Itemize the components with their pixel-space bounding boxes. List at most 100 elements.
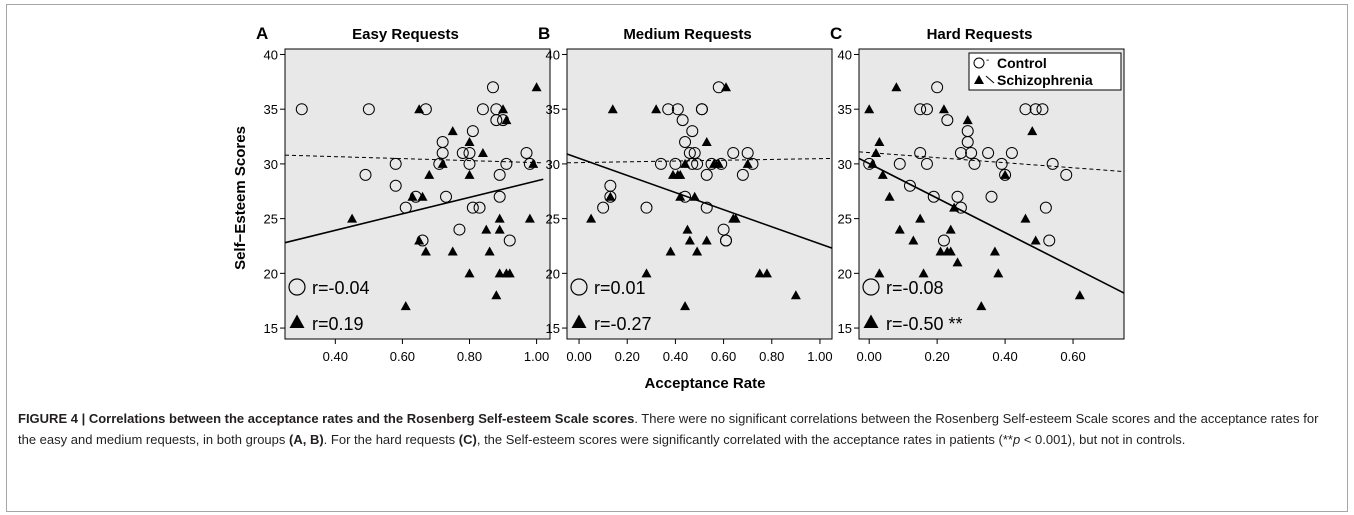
schizophrenia-point [464, 137, 475, 147]
x-tick-label: 0.80 [457, 349, 482, 364]
schizophrenia-point [742, 158, 753, 168]
control-point [466, 125, 479, 138]
schizophrenia-point [864, 104, 875, 114]
y-tick-label: 30 [838, 157, 852, 172]
control-point [985, 190, 998, 203]
control-point [1029, 103, 1042, 116]
control-point [700, 168, 713, 181]
schizophrenia-point [665, 246, 676, 256]
r-legend-triangle-icon [571, 314, 587, 328]
schizophrenia-point [915, 213, 926, 223]
control-point [476, 103, 489, 116]
control-point [486, 81, 499, 94]
r-value-control: r=-0.04 [312, 278, 370, 298]
x-axis-label: Acceptance Rate [645, 375, 766, 392]
schizophrenia-point [884, 191, 895, 201]
schizophrenia-point [790, 290, 801, 300]
schizophrenia-point [935, 246, 946, 256]
y-tick-label: 40 [264, 47, 278, 62]
schizophrenia-point [447, 246, 458, 256]
control-point [1019, 103, 1032, 116]
schizophrenia-point [989, 246, 1000, 256]
x-tick-label: 0.00 [857, 349, 882, 364]
legend-schizophrenia-icon [974, 75, 984, 84]
control-point [640, 201, 653, 214]
control-point [503, 234, 516, 247]
regression-line-control-dashed [566, 157, 833, 164]
panel-letter: A [256, 24, 268, 43]
schizophrenia-point [761, 268, 772, 278]
control-point [1005, 146, 1018, 159]
control-point [399, 201, 412, 214]
control-point [903, 179, 916, 192]
caption-text-1: . There were no significant correlations… [18, 411, 1319, 447]
y-tick-label: 25 [838, 212, 852, 227]
panel-letter: B [538, 24, 550, 43]
regression-line-triangle [566, 153, 833, 249]
control-point [1039, 201, 1052, 214]
figure-caption: FIGURE 4 | Correlations between the acce… [18, 408, 1338, 450]
schizophrenia-point [877, 169, 888, 179]
panel-title: Easy Requests [352, 26, 459, 43]
x-tick-label: 0.20 [924, 349, 949, 364]
y-tick-label: 25 [264, 212, 278, 227]
schizophrenia-point [874, 268, 885, 278]
control-point [914, 103, 927, 116]
panel-title: Medium Requests [623, 26, 751, 43]
regression-line-triangle [858, 157, 1125, 294]
y-axis-label: Self−Esteem Scores [232, 126, 249, 270]
r-legend-triangle-icon [289, 314, 305, 328]
caption-p-symbol: p [1013, 432, 1021, 447]
figure-4-chart: Self−Esteem Scores Acceptance Rate A Easy… [232, 24, 1125, 392]
control-point [999, 168, 1012, 181]
schizophrenia-point [993, 268, 1004, 278]
caption-text-3: , the Self-esteem scores were significan… [476, 432, 1013, 447]
schizophrenia-point [949, 202, 960, 212]
control-point [389, 179, 402, 192]
control-point [954, 146, 967, 159]
control-point [968, 157, 981, 170]
control-point [493, 190, 506, 203]
schizophrenia-point [400, 301, 411, 311]
schizophrenia-point [464, 169, 475, 179]
schizophrenia-point [721, 82, 731, 92]
schizophrenia-point [754, 268, 765, 278]
schizophrenia-point [891, 82, 902, 92]
schizophrenia-point [675, 169, 686, 179]
legend-schizophrenia-label: Schizophrenia [997, 72, 1093, 88]
x-tick-label: 0.60 [390, 349, 415, 364]
control-point [604, 190, 617, 203]
y-tick-label: 15 [546, 321, 560, 336]
caption-title: FIGURE 4 | Correlations between the acce… [18, 411, 635, 426]
y-tick-label: 20 [838, 266, 852, 281]
legend-control-icon [973, 57, 985, 69]
control-point [937, 234, 950, 247]
schizophrenia-point [918, 268, 929, 278]
y-tick-label: 25 [546, 212, 560, 227]
caption-ref-c: (C) [458, 432, 477, 447]
r-legend-circle-icon [288, 278, 306, 296]
plot-area [284, 48, 551, 340]
schizophrenia-point [730, 213, 741, 223]
y-tick-label: 30 [546, 157, 560, 172]
schizophrenia-point [420, 246, 431, 256]
y-tick-label: 40 [546, 47, 560, 62]
control-point [951, 190, 964, 203]
x-tick-label: 0.80 [759, 349, 784, 364]
schizophrenia-point [680, 158, 691, 168]
schizophrenia-point [976, 301, 987, 311]
x-tick-label: 0.40 [663, 349, 688, 364]
schizophrenia-point [407, 191, 418, 201]
control-point [941, 114, 954, 127]
control-point [362, 103, 375, 116]
control-point [727, 146, 740, 159]
schizophrenia-point [414, 104, 425, 114]
y-tick-label: 15 [264, 321, 278, 336]
schizophrenia-point [692, 246, 703, 256]
schizophrenia-point [501, 115, 512, 125]
control-point [463, 157, 476, 170]
control-point [893, 157, 906, 170]
schizophrenia-point [1030, 235, 1041, 245]
schizophrenia-point [464, 268, 475, 278]
